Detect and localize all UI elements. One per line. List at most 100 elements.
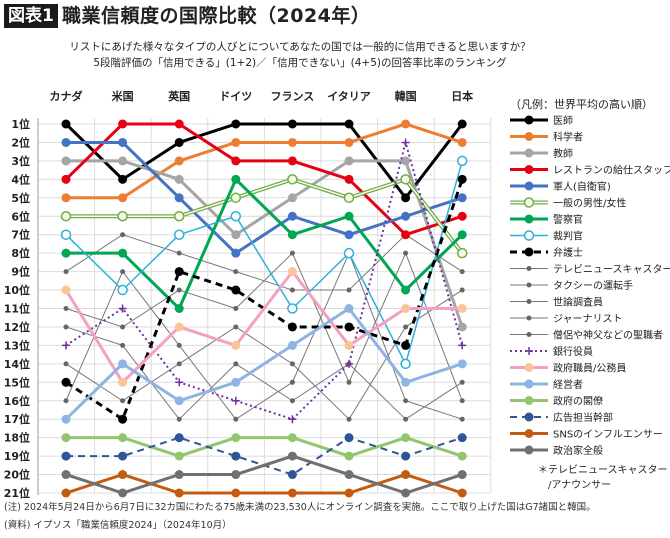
- legend-item: レストランの給仕スタッフ: [510, 164, 670, 177]
- data-point: [233, 361, 239, 367]
- data-point: [457, 119, 467, 129]
- footnote: (注) 2024年5月24日から6月7日に32カ国にわたる75歳未満の23,53…: [4, 502, 596, 513]
- legend-label: 政治家全般: [553, 444, 603, 457]
- data-point: [401, 138, 410, 147]
- source-note: (資料) イプソス「職業信頼度2024」（2024年10月）: [4, 520, 232, 531]
- data-point: [344, 451, 354, 461]
- legend-note: ＊テレビニュースキャスター: [538, 464, 668, 476]
- data-point: [344, 470, 354, 480]
- data-point: [289, 398, 295, 404]
- series-line: [65, 252, 463, 401]
- data-point: [457, 211, 467, 221]
- data-point: [231, 285, 241, 295]
- data-point: [174, 156, 184, 166]
- figure-badge: 図表1: [4, 4, 58, 28]
- data-point: [346, 416, 352, 422]
- data-point: [61, 451, 71, 461]
- data-point: [231, 230, 241, 240]
- legend-label: 裁判官: [553, 230, 583, 243]
- data-point: [344, 433, 354, 443]
- x-category-label: 日本: [451, 89, 473, 103]
- data-point: [287, 137, 297, 147]
- legend-marker: [526, 266, 532, 271]
- data-point: [401, 340, 411, 350]
- data-point: [401, 488, 411, 498]
- data-point: [346, 379, 352, 385]
- data-point: [401, 451, 411, 461]
- data-point: [287, 230, 297, 240]
- data-point: [288, 415, 297, 424]
- y-tick-label: 8位: [11, 246, 30, 260]
- data-point: [60, 211, 72, 222]
- data-point: [403, 250, 409, 256]
- legend-item: 警察官: [510, 213, 583, 226]
- legend-item: 科学者: [510, 131, 583, 144]
- series-4: [61, 119, 467, 240]
- data-point: [287, 119, 297, 129]
- legend-item: 医師: [510, 114, 573, 127]
- data-point: [61, 470, 71, 480]
- data-point: [173, 211, 185, 222]
- data-point: [117, 211, 128, 222]
- series-12: [63, 324, 465, 422]
- legend-marker: [525, 347, 533, 355]
- data-point: [401, 211, 411, 221]
- data-point: [174, 488, 184, 498]
- series-15: [62, 138, 467, 424]
- data-point: [457, 488, 467, 498]
- legend-item: 政治家全般: [510, 444, 603, 457]
- series-21: [61, 451, 467, 498]
- data-point: [344, 137, 354, 147]
- data-point: [61, 414, 71, 424]
- data-point: [118, 488, 128, 498]
- data-point: [403, 324, 409, 330]
- y-tick-label: 15位: [4, 375, 30, 389]
- data-point: [287, 322, 297, 332]
- data-point: [456, 155, 468, 167]
- series-8: [60, 155, 468, 370]
- legend-label: テレビニュースキャスター＊: [553, 264, 670, 276]
- data-point: [457, 470, 467, 480]
- legend-item: テレビニュースキャスター＊: [510, 264, 670, 276]
- legend-marker: [526, 299, 532, 304]
- data-point: [231, 248, 241, 258]
- data-point: [458, 341, 467, 350]
- series-17: [61, 304, 467, 424]
- x-category-label: 米国: [111, 89, 134, 103]
- data-point: [401, 230, 411, 240]
- data-point: [175, 378, 184, 387]
- legend-label: 弁護士: [553, 246, 583, 259]
- legend-label: レストランの給仕スタッフ: [553, 164, 670, 177]
- data-point: [344, 119, 354, 129]
- data-point: [401, 377, 411, 387]
- data-point: [174, 137, 184, 147]
- data-point: [401, 156, 411, 166]
- series-line: [65, 160, 463, 365]
- y-tick-label: 21位: [4, 486, 30, 500]
- legend-item: SNSのインフルエンサー: [510, 429, 663, 441]
- legend-item: 経営者: [510, 378, 583, 391]
- data-point: [118, 119, 128, 129]
- y-tick-label: 12位: [4, 320, 30, 334]
- y-tick-label: 5位: [11, 191, 30, 205]
- legend-item: 世論調査員: [510, 296, 603, 309]
- data-point: [344, 156, 354, 166]
- legend-label: 科学者: [553, 131, 583, 144]
- data-point: [117, 284, 128, 296]
- x-category-label: フランス: [271, 90, 315, 103]
- data-point: [61, 248, 71, 258]
- data-point: [457, 451, 467, 461]
- legend-item: 教師: [510, 147, 573, 160]
- data-point: [401, 119, 411, 129]
- data-point: [233, 416, 239, 422]
- data-point: [118, 377, 128, 387]
- data-point: [118, 304, 127, 313]
- data-point: [400, 358, 411, 370]
- data-point: [118, 470, 128, 480]
- data-point: [176, 250, 182, 256]
- legend-item: ジャーナリスト: [510, 313, 623, 325]
- legend-label: 広告担当幹部: [553, 411, 613, 424]
- data-point: [344, 230, 354, 240]
- data-point: [287, 433, 297, 443]
